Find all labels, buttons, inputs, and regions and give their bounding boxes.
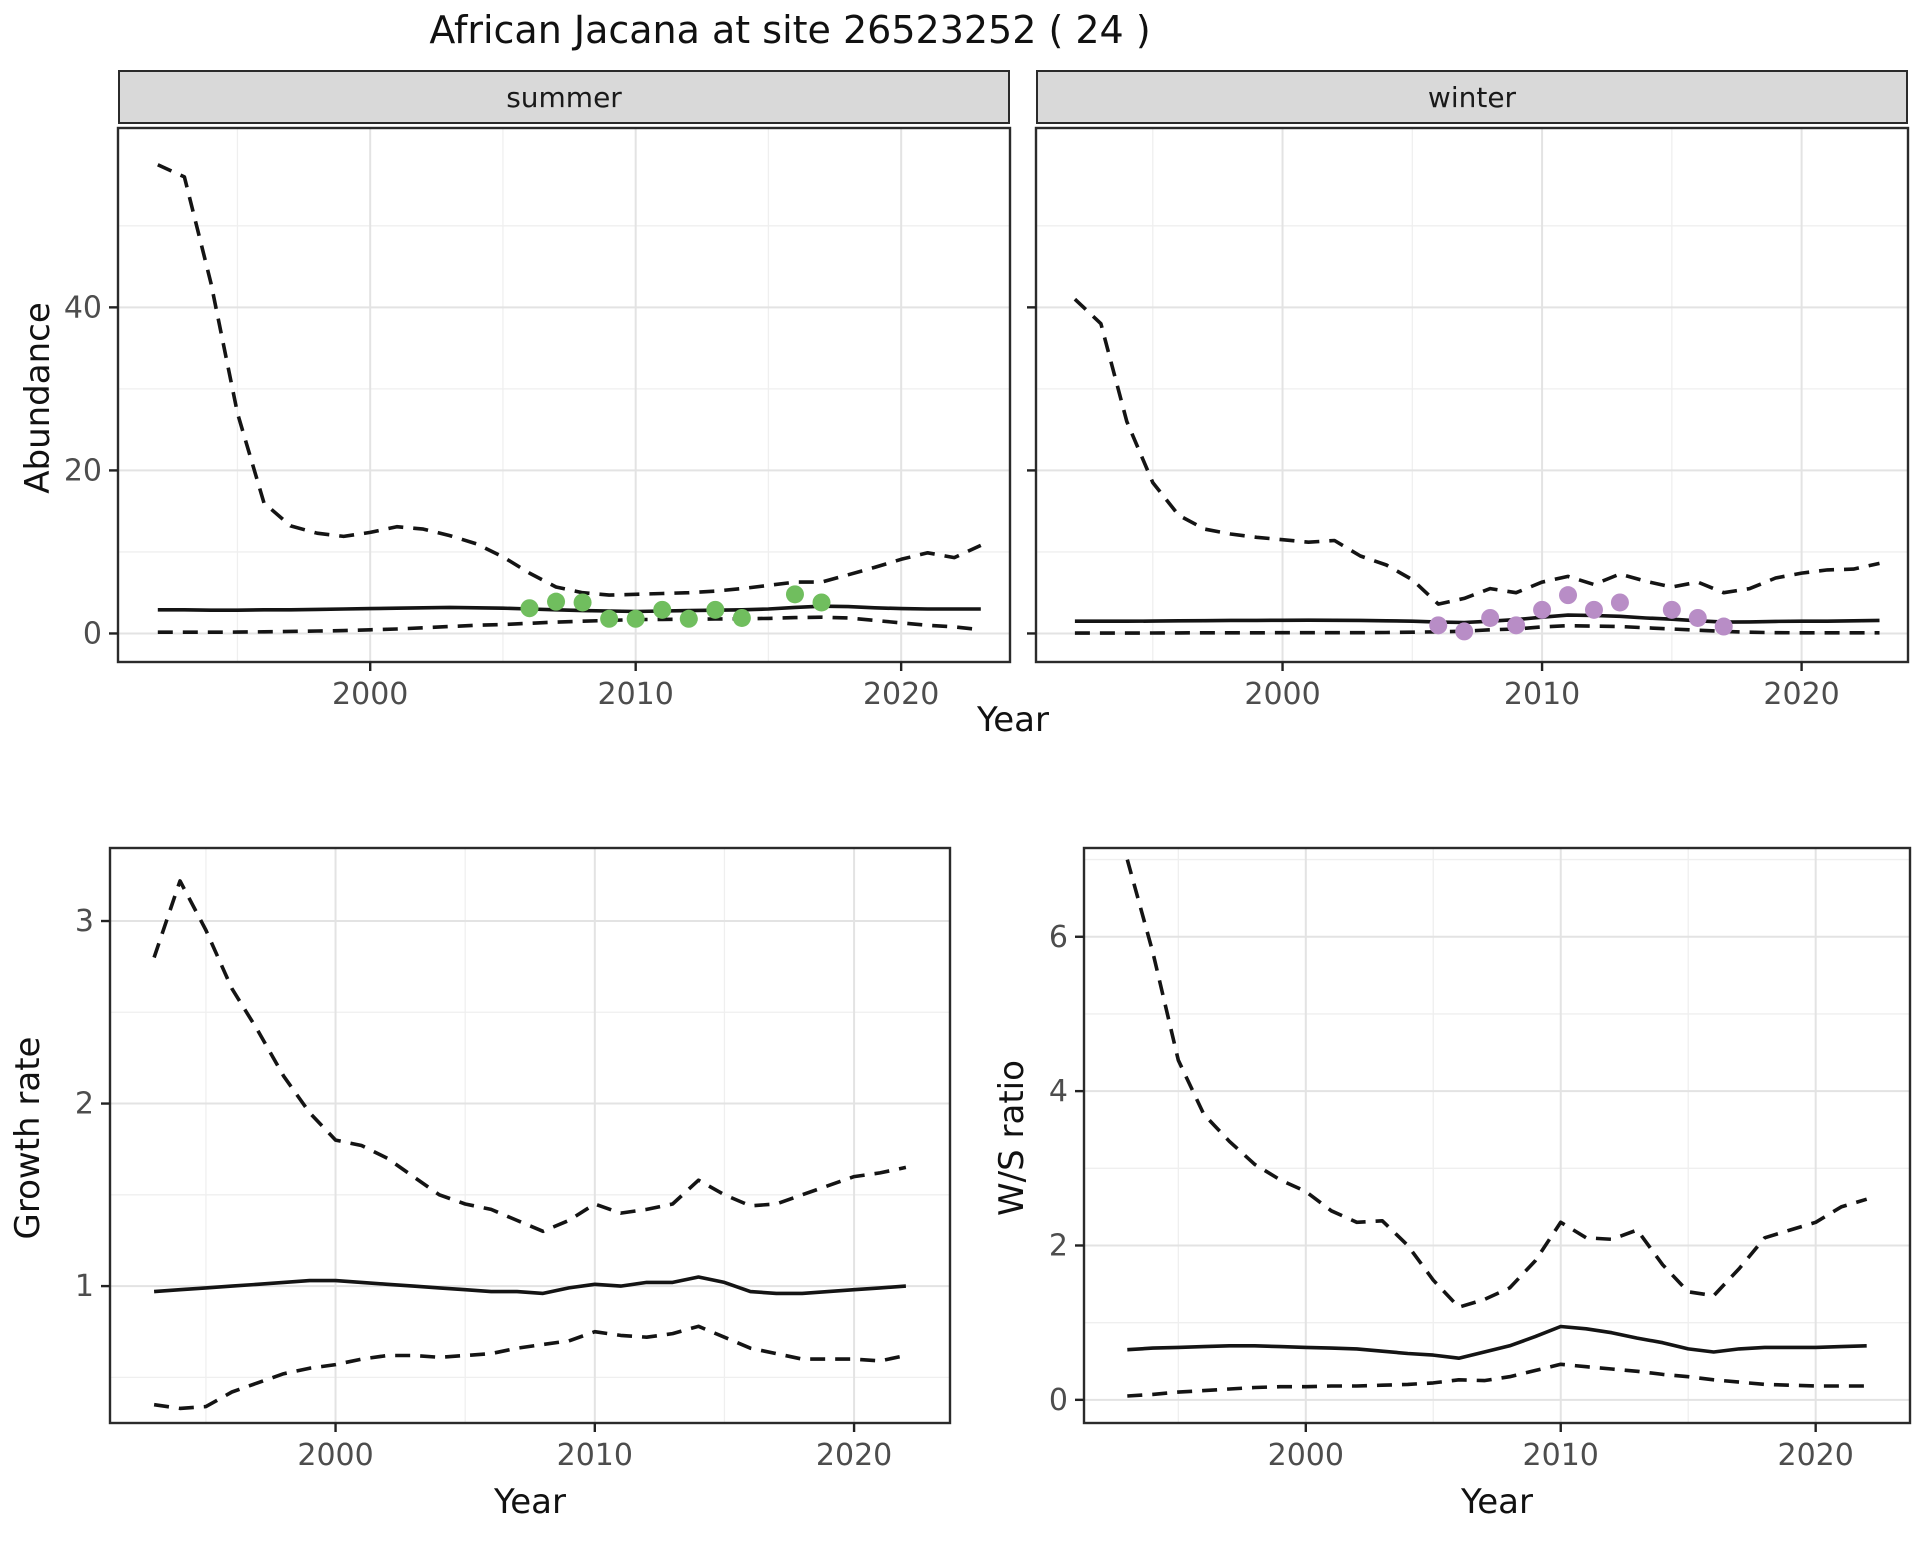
series-fit [153, 1275, 907, 1296]
y-tick-label: 2 [75, 1087, 94, 1122]
x-tick-label: 2000 [1268, 1438, 1344, 1473]
data-point-winter_counts [1533, 600, 1552, 619]
y-tick-label: 20 [64, 453, 102, 488]
page-title: African Jacana at site 26523252 ( 24 ) [429, 8, 1151, 52]
data-point-winter_counts [1584, 600, 1603, 619]
y-axis-title-ws-ratio: W/S ratio [992, 1060, 1032, 1216]
x-tick-label: 2010 [597, 677, 673, 712]
series-upper_ci [157, 163, 982, 597]
panel-background [118, 128, 1010, 662]
y-axis-title-abundance: Abundance [18, 302, 58, 494]
x-tick-label: 2010 [1504, 677, 1580, 712]
x-tick-label: 2020 [1777, 1438, 1853, 1473]
panel-border [116, 126, 1012, 664]
x-axis-title-year-ws: Year [1461, 1482, 1533, 1522]
panel-border [108, 846, 952, 1425]
data-point-summer_counts [600, 609, 619, 628]
x-tick-label: 2010 [1523, 1438, 1599, 1473]
x-tick-label: 2020 [816, 1438, 892, 1473]
data-point-winter_counts [1455, 622, 1474, 641]
panel-border [1082, 846, 1912, 1425]
series-lower_ci [153, 1324, 907, 1411]
data-point-summer_counts [732, 608, 751, 627]
y-tick-label: 6 [1049, 920, 1068, 955]
series-lower_ci [1074, 623, 1880, 635]
data-point-winter_counts [1714, 617, 1733, 636]
y-tick-label: 0 [1049, 1383, 1068, 1418]
data-point-winter_counts [1507, 616, 1526, 635]
y-axis-title-growth-rate: Growth rate [8, 1036, 48, 1240]
y-tick-label: 1 [75, 1269, 94, 1304]
data-point-winter_counts [1662, 600, 1681, 619]
panel-background [1036, 128, 1908, 662]
x-axis-title-year-top: Year [977, 700, 1049, 740]
data-point-winter_counts [1559, 586, 1578, 605]
series-upper_ci [152, 879, 907, 1234]
facet-label-winter: winter [1427, 80, 1517, 114]
x-tick-label: 2000 [297, 1438, 373, 1473]
panel-border [1034, 126, 1910, 664]
series-fit [1127, 1324, 1867, 1360]
facet-label-summer: summer [506, 80, 622, 114]
series-lower_ci [157, 615, 981, 635]
series-fit [157, 604, 981, 614]
data-point-winter_counts [1429, 616, 1448, 635]
data-point-summer_counts [653, 600, 672, 619]
data-point-summer_counts [520, 599, 539, 618]
x-tick-label: 2020 [863, 677, 939, 712]
data-point-summer_counts [785, 585, 804, 604]
y-tick-label: 40 [64, 290, 102, 325]
x-tick-label: 2000 [332, 677, 408, 712]
data-point-summer_counts [706, 600, 725, 619]
y-tick-label: 0 [83, 616, 102, 651]
x-tick-label: 2000 [1244, 677, 1320, 712]
series-upper_ci [1125, 859, 1868, 1309]
data-point-summer_counts [679, 609, 698, 628]
series-upper_ci [1073, 297, 1880, 606]
facet-strip-summer: summer [118, 70, 1010, 124]
data-point-winter_counts [1610, 593, 1629, 612]
y-tick-label: 4 [1049, 1074, 1068, 1109]
panel-background [110, 848, 950, 1423]
panel-background [1084, 848, 1910, 1423]
x-tick-label: 2020 [1763, 677, 1839, 712]
series-fit [1074, 613, 1880, 625]
facet-strip-winter: winter [1036, 70, 1908, 124]
x-axis-title-year-growth: Year [494, 1482, 566, 1522]
data-point-winter_counts [1688, 608, 1707, 627]
data-point-winter_counts [1481, 608, 1500, 627]
y-tick-label: 2 [1049, 1228, 1068, 1263]
x-tick-label: 2010 [557, 1438, 633, 1473]
data-point-summer_counts [812, 593, 831, 612]
data-point-summer_counts [547, 592, 566, 611]
y-tick-label: 3 [75, 904, 94, 939]
data-point-summer_counts [573, 593, 592, 612]
data-point-summer_counts [626, 609, 645, 628]
